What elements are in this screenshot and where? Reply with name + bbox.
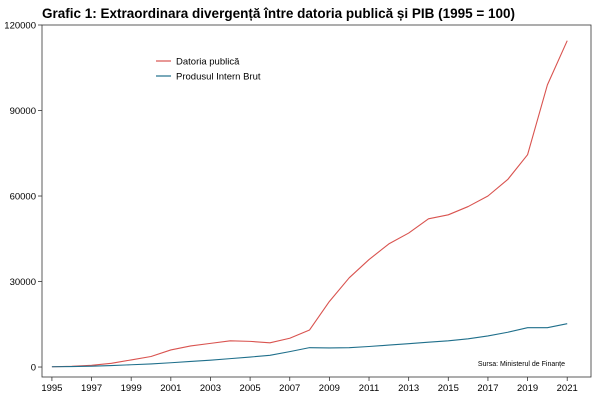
x-tick-label: 2019 [517,383,538,394]
legend-label-1: Datoria publică [176,57,240,68]
x-tick-label: 2001 [160,383,181,394]
x-tick-label: 1997 [81,383,102,394]
y-tick-label: 120000 [4,21,36,32]
legend: Datoria publică Produsul Intern Brut [156,57,261,83]
x-tick-label: 2005 [240,383,261,394]
legend-label-2: Produsul Intern Brut [176,72,261,83]
x-tick-label: 2009 [319,383,340,394]
series-layer [51,40,568,368]
x-tick-label: 1999 [121,383,142,394]
x-tick-label: 2007 [279,383,300,394]
source-note: Sursa: Ministerul de Finanțe [478,361,565,368]
y-tick-label: 0 [31,363,36,374]
y-tick-label: 30000 [10,277,36,288]
x-tick-label: 2017 [477,383,498,394]
x-tick-label: 2013 [398,383,419,394]
plot-frame [41,24,592,378]
x-tick-label: 2011 [359,383,379,394]
chart-title: Grafic 1: Extraordinara divergență între… [42,6,515,21]
y-axis: 0 30000 60000 90000 120000 [4,21,42,374]
x-tick-label: 2021 [557,383,578,394]
y-tick-label: 90000 [10,106,36,117]
x-tick-label: 2015 [438,383,459,394]
x-axis: 1995 1997 1999 2001 2003 2005 2007 2009 2011 2013… [41,377,578,394]
series-line-1 [51,40,568,368]
series-line-2 [51,323,568,368]
y-tick-label: 60000 [10,192,36,203]
x-tick-label: 1995 [41,383,62,394]
x-tick-label: 2003 [200,383,221,394]
